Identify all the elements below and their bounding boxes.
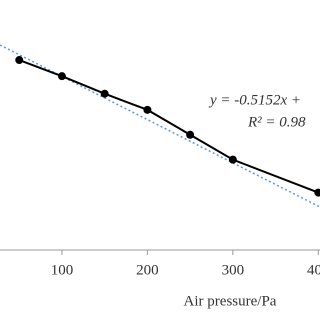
- data-point: [15, 56, 24, 65]
- r-squared: R² = 0.98: [247, 114, 306, 130]
- data-point: [228, 155, 237, 164]
- data-point: [143, 105, 152, 114]
- x-tick-label: 400: [307, 262, 320, 278]
- equation: y = -0.5152x +: [208, 92, 301, 108]
- x-tick-label: 300: [222, 262, 245, 278]
- x-tick-label: 100: [51, 262, 74, 278]
- x-tick-label: 200: [136, 262, 159, 278]
- data-point: [100, 89, 109, 98]
- data-point: [57, 72, 66, 81]
- x-axis-label: Air pressure/Pa: [184, 293, 277, 309]
- data-point: [314, 188, 320, 197]
- data-point: [186, 130, 195, 139]
